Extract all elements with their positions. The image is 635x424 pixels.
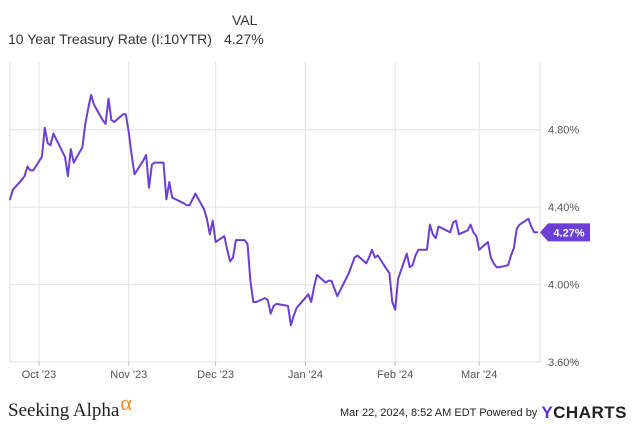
seeking-alpha-logo: Seeking Alphaα	[8, 390, 132, 422]
y-axis: 3.60% 4.00% 4.40% 4.80%	[548, 125, 579, 369]
last-value-badge	[540, 223, 590, 242]
alpha-icon: α	[120, 390, 132, 415]
y-tick-label: 4.40%	[548, 202, 579, 214]
ycharts-logo-y: Y	[541, 403, 554, 422]
x-tick-label: Nov '23	[110, 369, 147, 381]
x-tick-label: Jan '24	[288, 369, 323, 381]
x-tick-label: Dec '23	[197, 369, 234, 381]
ycharts-logo: YCHARTS	[541, 403, 627, 423]
y-tick-label: 4.00%	[548, 280, 579, 292]
value-column-header: VAL	[232, 12, 258, 28]
footer: Mar 22, 2024, 8:52 AM EDT Powered by YCH…	[340, 403, 627, 423]
series-line	[9, 93, 539, 327]
footer-timestamp: Mar 22, 2024, 8:52 AM EDT Powered by	[340, 407, 538, 419]
y-tick-label: 4.80%	[548, 125, 579, 137]
ycharts-logo-text: CHARTS	[553, 403, 627, 422]
last-value-badge-group: 4.27%	[540, 223, 590, 242]
x-tick-label: Oct '23	[22, 369, 57, 381]
x-axis: Oct '23 Nov '23 Dec '23 Jan '24 Feb '24 Mar '…	[22, 369, 498, 381]
current-value: 4.27%	[224, 31, 264, 47]
y-tick-label: 3.60%	[548, 357, 579, 369]
brand-name: Seeking Alpha	[8, 400, 120, 421]
series-legend-label: 10 Year Treasury Rate (I:10YTR)	[8, 31, 212, 47]
grid-layer	[9, 62, 541, 366]
x-tick-label: Mar '24	[461, 369, 497, 381]
x-tick-label: Feb '24	[377, 369, 413, 381]
last-value-label: 4.27%	[553, 227, 584, 239]
